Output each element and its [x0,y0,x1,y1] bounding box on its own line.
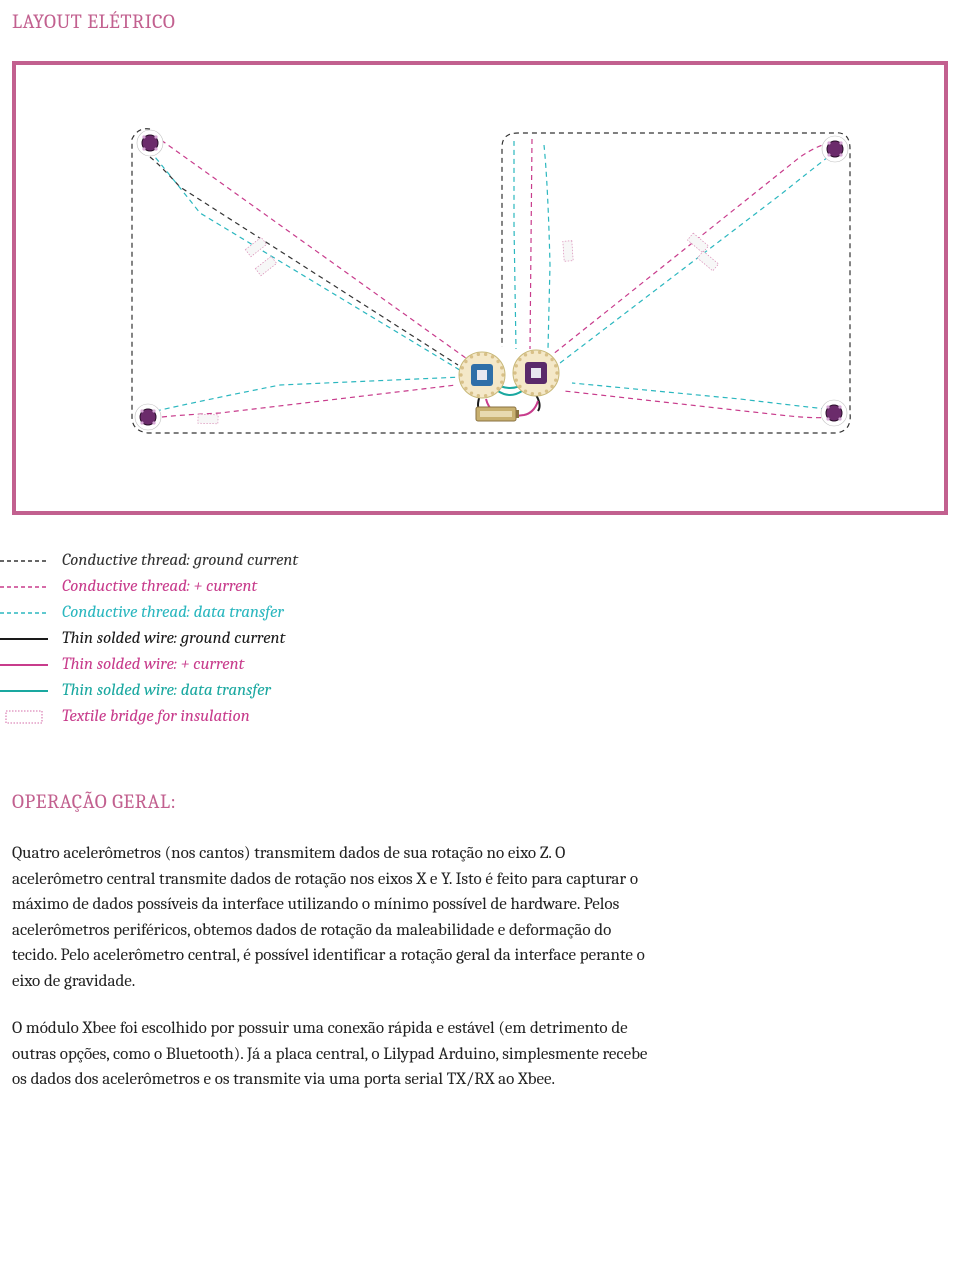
legend-label: Thin solded wire: ground current [62,629,285,648]
heading-operation: OPERAÇÃO GERAL: [12,790,948,813]
legend-label: Conductive thread: data transfer [62,603,284,622]
legend-swatch [0,658,48,672]
wire-path [498,391,522,395]
wire-path [162,385,456,417]
wire-path [552,143,830,355]
textile-bridge [563,241,573,262]
legend-label: Thin solded wire: + current [62,655,244,674]
paragraph-2: O módulo Xbee foi escolhido por possuir … [12,1016,652,1093]
legend-row: Conductive thread: + current [0,577,948,596]
wire-path [514,141,516,349]
legend-row: Thin solded wire: ground current [0,629,948,648]
wire-path [544,145,550,349]
heading-layout: LAYOUT ELÉTRICO [12,10,948,33]
legend-row: Conductive thread: data transfer [0,603,948,622]
legend-row: Thin solded wire: + current [0,655,948,674]
legend-row: Thin solded wire: data transfer [0,681,948,700]
legend-swatch [0,554,48,568]
legend-swatch [0,632,48,646]
textile-bridge [245,237,266,256]
wire-path [560,157,828,363]
legend-label: Thin solded wire: data transfer [62,681,271,700]
wire-path [156,377,462,411]
textile-bridge [687,233,708,253]
wire-path [530,139,532,349]
legend-row: Conductive thread: ground current [0,551,948,570]
wire-path [154,135,470,361]
legend-swatch [0,684,48,698]
textile-bridge [198,414,218,424]
legend-swatch [0,606,48,620]
wiring-diagram-svg [16,65,944,511]
legend-swatch [0,580,48,594]
legend-label: Conductive thread: ground current [62,551,298,570]
body-text: Quatro acelerômetros (nos cantos) transm… [12,841,948,1093]
legend-swatch [0,710,48,724]
legend: Conductive thread: ground current Conduct… [0,551,948,726]
legend-row: Textile bridge for insulation [0,707,948,726]
paragraph-1: Quatro acelerômetros (nos cantos) transm… [12,841,652,994]
wire-path [572,383,826,409]
textile-bridge [697,251,718,271]
legend-label: Conductive thread: + current [62,577,257,596]
wire-path [150,157,458,365]
electrical-layout-diagram [12,61,948,515]
legend-label: Textile bridge for insulation [62,707,250,726]
textile-bridge [255,256,276,275]
